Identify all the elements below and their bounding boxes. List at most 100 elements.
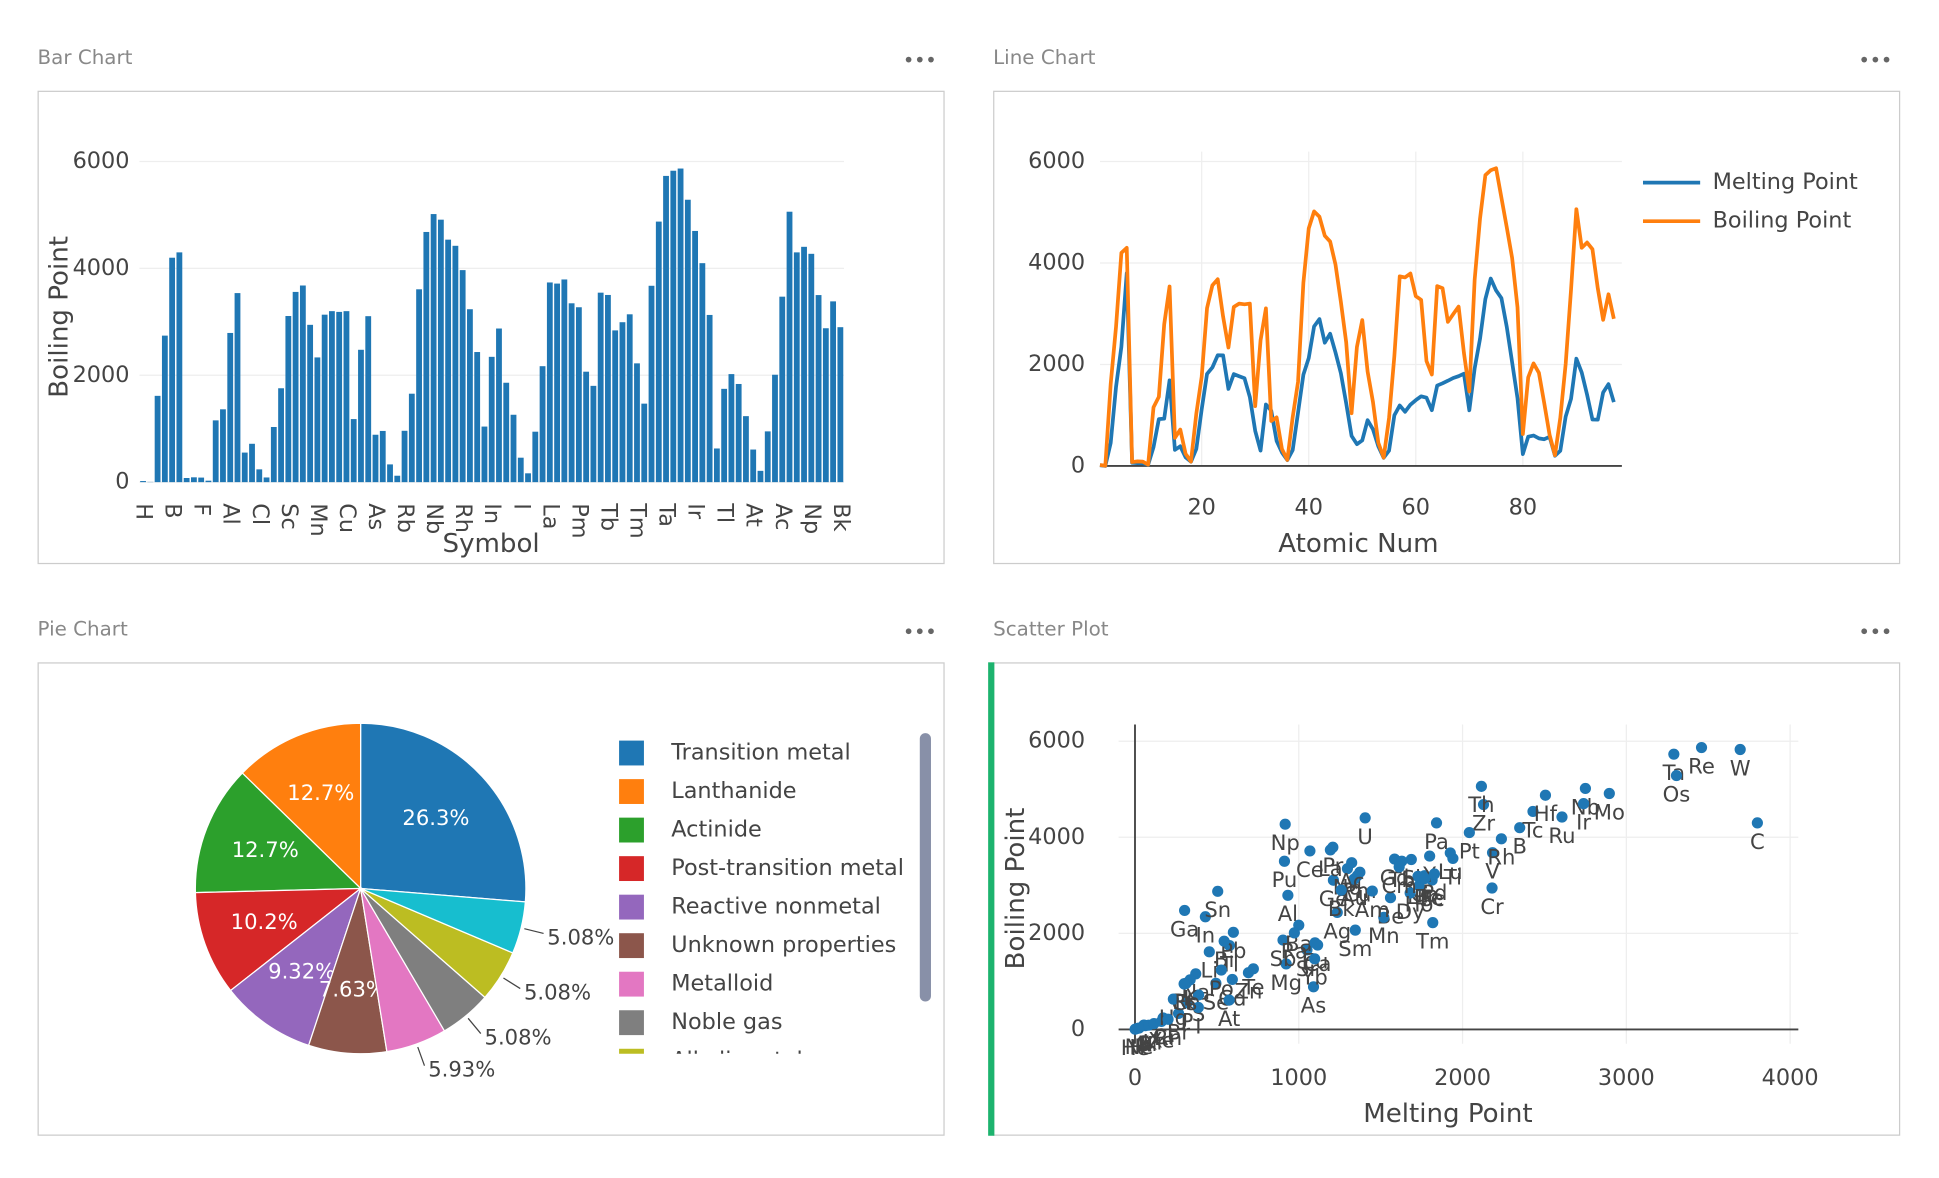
bar xyxy=(307,324,314,483)
legend-scrollbar[interactable] xyxy=(919,733,931,1002)
x-tick-label: 2000 xyxy=(1434,1065,1491,1091)
point-label: Xe xyxy=(1148,1027,1175,1052)
scatter-point xyxy=(1695,741,1708,754)
scatter-point xyxy=(1578,798,1590,810)
legend-label[interactable]: Metalloid xyxy=(671,971,773,997)
scatter-point xyxy=(1162,1013,1174,1025)
scatter-point xyxy=(1486,847,1499,859)
menu-dot xyxy=(905,56,912,63)
bar xyxy=(212,420,219,483)
bar xyxy=(822,328,829,483)
x-tick-label: 80 xyxy=(1509,495,1537,521)
scatter-point xyxy=(1282,889,1294,901)
legend-label[interactable]: Actinide xyxy=(671,817,762,843)
x-tick-label: 20 xyxy=(1187,495,1215,521)
bar xyxy=(191,477,197,483)
legend-label[interactable]: Post-transition metal xyxy=(671,855,904,881)
point-label: V xyxy=(1485,859,1500,884)
legend-label[interactable]: Lanthanide xyxy=(671,778,796,804)
x-tick-label: Ac xyxy=(770,503,796,530)
legend-swatch[interactable] xyxy=(619,971,644,997)
x-axis-title: Melting Point xyxy=(1363,1099,1532,1129)
legend-swatch[interactable] xyxy=(619,740,644,766)
bar xyxy=(830,301,837,483)
scatter-point xyxy=(1178,978,1190,990)
menu-button[interactable] xyxy=(905,56,934,63)
scatter-point xyxy=(1366,885,1378,897)
scatter-point xyxy=(1192,1001,1204,1014)
bar xyxy=(140,481,146,483)
scatter-point xyxy=(1218,935,1230,947)
y-axis-title: Boiling Point xyxy=(1001,808,1031,970)
scatter-point xyxy=(1668,748,1680,760)
y-tick-label: 6000 xyxy=(73,148,130,174)
menu-button[interactable] xyxy=(1861,628,1890,635)
y-tick-label: 4000 xyxy=(1028,824,1085,850)
legend-swatch[interactable] xyxy=(619,779,644,804)
bar xyxy=(554,283,560,483)
x-tick-label: H xyxy=(131,503,157,520)
scatter-point xyxy=(1181,997,1193,1009)
menu-button[interactable] xyxy=(905,628,934,635)
point-label: Zr xyxy=(1472,810,1495,835)
y-tick-label: 2000 xyxy=(73,362,130,388)
legend-label[interactable]: Noble gas xyxy=(671,1009,782,1035)
scatter-point xyxy=(1603,787,1615,800)
bar xyxy=(379,430,386,483)
bar xyxy=(408,393,415,483)
bar xyxy=(612,330,619,483)
point-label: Ru xyxy=(1548,823,1575,848)
bar xyxy=(728,374,735,483)
point-label: Bk xyxy=(1328,896,1355,921)
menu-dot xyxy=(928,628,934,635)
legend-swatch[interactable] xyxy=(619,1048,644,1074)
legend-label[interactable]: Unknown properties xyxy=(671,932,896,958)
scatter-point xyxy=(1359,812,1371,824)
bar xyxy=(626,314,633,483)
menu-button[interactable] xyxy=(1861,56,1890,63)
label-leader xyxy=(417,1046,426,1066)
point-label: In xyxy=(1196,923,1216,948)
scatter-point xyxy=(1307,981,1320,993)
legend-swatch[interactable] xyxy=(619,894,644,920)
scatter-point xyxy=(1428,868,1440,880)
scatter-point xyxy=(1309,937,1321,949)
point-label: Re xyxy=(1688,753,1715,778)
legend-label[interactable]: Transition metal xyxy=(670,740,850,766)
bar xyxy=(735,383,742,483)
scatter-point xyxy=(1514,822,1526,834)
legend-swatch[interactable] xyxy=(619,933,644,959)
line-series xyxy=(1099,271,1616,468)
bar xyxy=(234,293,241,483)
panel-title: Line Chart xyxy=(993,46,1096,69)
scatter-point xyxy=(1349,924,1361,936)
bar xyxy=(416,289,422,483)
bar xyxy=(459,270,466,483)
bar xyxy=(713,448,720,483)
legend-swatch[interactable] xyxy=(619,1010,644,1036)
legend-label[interactable]: Alkali metal xyxy=(671,1048,803,1074)
scatter-point xyxy=(1419,872,1431,885)
panel-frame xyxy=(993,90,1901,565)
point-label: B xyxy=(1512,834,1526,859)
panel-frame xyxy=(37,90,945,565)
point-label: Kr xyxy=(1143,1030,1166,1055)
bar xyxy=(764,431,771,483)
scatter-point xyxy=(1393,861,1405,873)
legend-label[interactable]: Reactive nonmetal xyxy=(671,894,881,920)
bar xyxy=(525,473,531,483)
bar xyxy=(539,366,546,483)
bar xyxy=(786,211,793,483)
menu-dot xyxy=(916,628,923,635)
scatter-point xyxy=(1486,882,1498,894)
slice-label: 10.2% xyxy=(231,909,298,934)
bar xyxy=(452,245,459,483)
point-label: Pu xyxy=(1272,867,1298,892)
bar xyxy=(583,371,590,483)
bar xyxy=(670,170,677,483)
point-label: Mn xyxy=(1368,923,1400,948)
bar xyxy=(205,480,212,483)
legend-swatch[interactable] xyxy=(619,856,644,882)
point-label: Ag xyxy=(1323,918,1351,943)
legend-swatch[interactable] xyxy=(619,817,644,843)
